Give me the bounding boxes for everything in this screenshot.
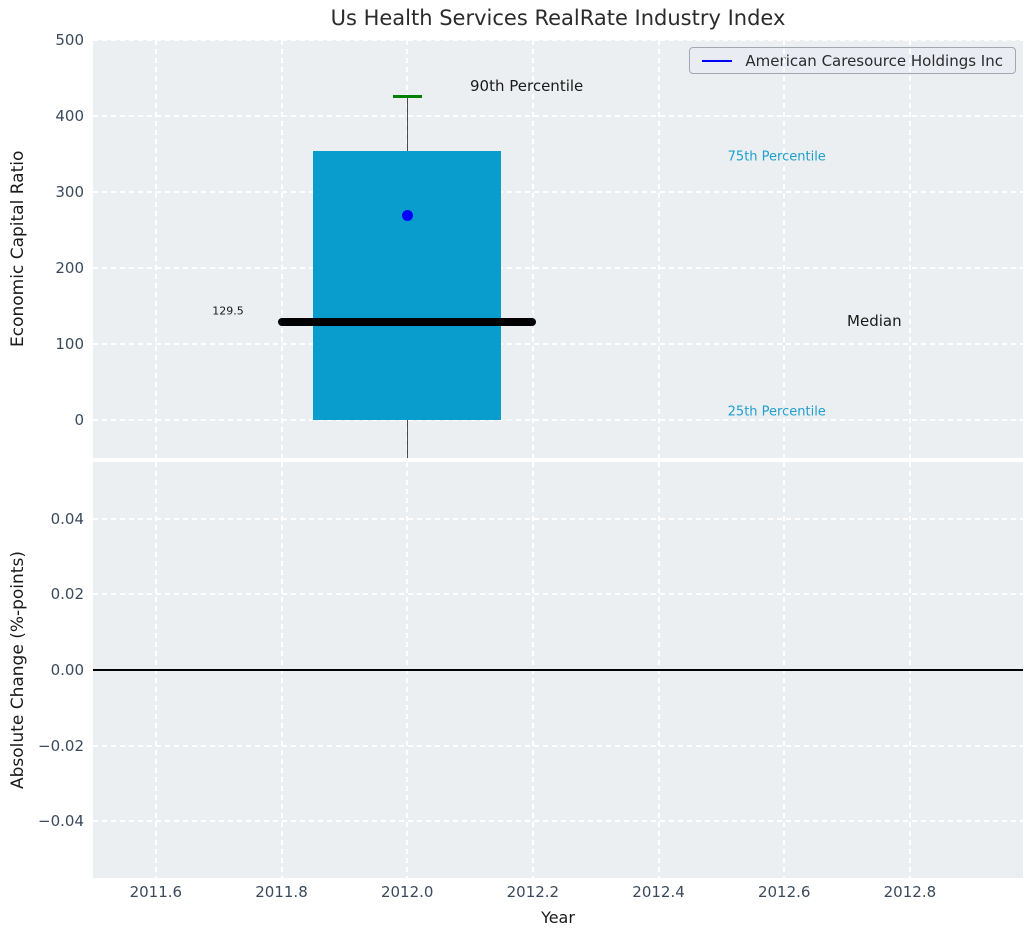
y-tick-label: 100 [55, 335, 84, 353]
gridline-horizontal [93, 593, 1023, 596]
x-tick-label: 2012.2 [506, 883, 560, 901]
gridline-horizontal [93, 191, 1023, 193]
chart-title: Us Health Services RealRate Industry Ind… [330, 6, 786, 30]
annotation-75th-percentile: 75th Percentile [727, 149, 826, 165]
gridline-vertical [531, 40, 534, 458]
x-tick-label: 2012.6 [757, 883, 811, 901]
annotation-median-value: 129.5 [212, 304, 244, 318]
y-tick-label: 0.04 [50, 509, 84, 528]
p90-cap [392, 94, 422, 99]
x-axis-label: Year [541, 908, 575, 927]
gridline-horizontal [93, 820, 1023, 823]
y-tick-label: 400 [55, 107, 84, 125]
gridline-horizontal [93, 115, 1023, 117]
bottom-plot-area [93, 462, 1023, 878]
y-tick-label: −0.02 [38, 736, 84, 755]
legend-line-sample [702, 59, 733, 62]
gridline-vertical [783, 40, 786, 458]
y-tick-label: 0.00 [50, 661, 84, 679]
zero-reference-line [93, 669, 1023, 671]
gridline-horizontal [93, 267, 1023, 269]
y-tick-label: 0.02 [50, 585, 84, 604]
y-tick-label: 200 [55, 259, 84, 277]
y-tick-label: 0 [74, 411, 84, 429]
gridline-vertical [154, 40, 157, 458]
gridline-horizontal [93, 419, 1023, 421]
x-tick-label: 2012.0 [380, 883, 434, 901]
legend: American Caresource Holdings Inc [689, 47, 1016, 74]
median-line [278, 317, 536, 326]
gridline-horizontal [93, 343, 1023, 345]
gridline-horizontal [93, 744, 1023, 747]
x-tick-label: 2011.8 [255, 883, 308, 901]
y-tick-label: 300 [55, 183, 84, 201]
gridline-horizontal [93, 39, 1023, 41]
x-tick-label: 2012.4 [632, 883, 685, 901]
y-tick-label: −0.04 [38, 812, 84, 831]
y-tick-label: 500 [55, 31, 84, 49]
gridline-vertical [280, 40, 283, 458]
annotation-median: Median [847, 312, 902, 331]
annotation-25th-percentile: 25th Percentile [727, 404, 826, 420]
annotation-90th-percentile: 90th Percentile [470, 77, 584, 96]
gridline-vertical [908, 40, 911, 458]
x-tick-label: 2011.6 [129, 883, 183, 901]
iqr-box [312, 150, 502, 420]
company-value-dot [401, 210, 413, 222]
top-plot-area: American Caresource Holdings Inc 90th Pe… [93, 39, 1023, 458]
gridline-vertical [657, 40, 660, 458]
x-tick-label: 2012.8 [883, 883, 937, 901]
gridline-horizontal [93, 517, 1023, 520]
legend-label: American Caresource Holdings Inc [745, 51, 1003, 70]
